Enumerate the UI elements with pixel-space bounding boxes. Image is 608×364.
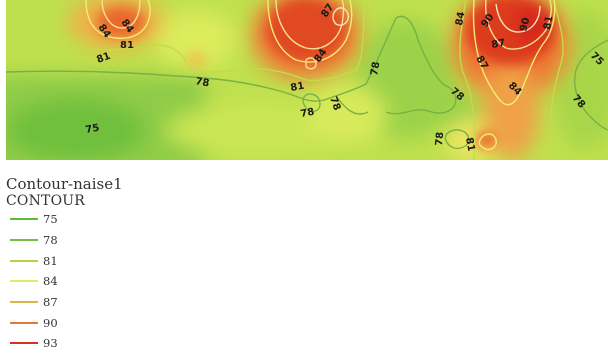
- legend-item: 81: [6, 250, 306, 271]
- legend-item: 75: [6, 209, 306, 230]
- legend-label: 93: [43, 336, 58, 351]
- contour-label: 81: [542, 15, 555, 31]
- map-hotspots: [96, 0, 556, 148]
- legend-title: Contour-naise1: [6, 175, 123, 193]
- legend-swatch: [10, 218, 38, 221]
- contour-label: 81: [120, 40, 134, 51]
- legend-label: 78: [43, 233, 58, 248]
- legend-swatch: [10, 259, 38, 262]
- legend-item: 87: [6, 292, 306, 313]
- contour-label: 87: [491, 38, 507, 51]
- contour-map-canvas: 84 84 81 81 87 84 81 78 78 78 78 75 84 9…: [6, 0, 608, 160]
- legend-swatch: [10, 239, 38, 242]
- legend-label: 81: [43, 253, 58, 268]
- contour-label: 75: [85, 123, 101, 136]
- contour-label: 81: [290, 81, 306, 94]
- contour-label: 78: [434, 131, 446, 146]
- legend-subtitle: CONTOUR: [6, 193, 85, 209]
- legend-item: 90: [6, 312, 306, 333]
- legend-label: 84: [43, 274, 58, 289]
- contour-labels: 84 84 81 81 87 84 81 78 78 78 78 75 84 9…: [85, 2, 606, 152]
- contour-lines: [6, 0, 608, 160]
- legend-swatch: [10, 321, 38, 324]
- legend-item: 78: [6, 230, 306, 251]
- contour-label: 90: [518, 16, 532, 32]
- contour-map: 84 84 81 81 87 84 81 78 78 78 78 75 84 9…: [6, 0, 608, 160]
- legend-swatch: [10, 342, 38, 345]
- legend-item: 93: [6, 333, 306, 354]
- legend-swatch: [10, 280, 38, 283]
- map-legend: Contour-naise1 CONTOUR 75 78 81 84 87 90: [6, 176, 306, 354]
- contour-label: 78: [300, 107, 316, 120]
- legend-label: 87: [43, 295, 58, 310]
- contour-label: 78: [194, 76, 210, 89]
- contour-label: 78: [327, 95, 342, 112]
- contour-label: 81: [463, 137, 476, 153]
- legend-swatch: [10, 301, 38, 304]
- legend-label: 75: [43, 212, 58, 227]
- contour-label: 81: [95, 51, 112, 66]
- legend-item: 84: [6, 271, 306, 292]
- contour-label: 84: [454, 11, 467, 27]
- legend-items: 75 78 81 84 87 90 93: [6, 209, 306, 354]
- contour-label: 78: [369, 61, 382, 77]
- legend-label: 90: [43, 315, 58, 330]
